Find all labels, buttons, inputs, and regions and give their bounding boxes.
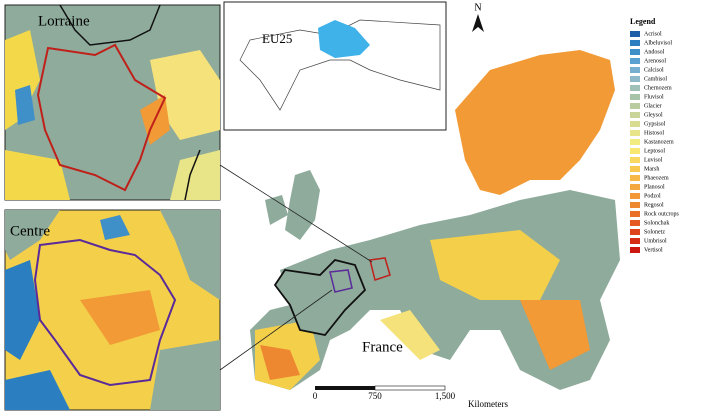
legend-label: Albeluvisol [644,40,672,46]
legend-label: Podzol [644,193,661,199]
legend-swatch [630,67,640,73]
legend-label: Arenosol [644,58,666,64]
legend-label: Cambisol [644,76,667,82]
soil-patch [5,260,40,360]
legend-swatch [630,40,640,46]
legend-label: Luvisol [644,157,663,163]
soil-patch [80,290,160,345]
legend-swatch [630,229,640,235]
legend-label: Acrisol [644,31,662,37]
soil-patch [170,150,220,200]
legend-swatch [630,121,640,127]
legend-label: Phaeozem [644,175,669,181]
scale-unit: Kilometers [468,399,508,409]
legend-swatch [630,157,640,163]
legend-label: Planosol [644,184,665,190]
legend-swatch [630,49,640,55]
soil-patch [150,340,220,410]
legend-swatch [630,175,640,181]
legend-swatch [630,94,640,100]
legend-label: Histosol [644,130,664,136]
legend-label: Rock outcrops [644,211,679,217]
north-label: N [474,2,481,13]
legend-label: Solonchak [644,220,669,226]
soil-patch [5,30,40,130]
scale-segment [374,385,446,391]
lorraine-outline [369,257,391,281]
legend-swatch [630,31,640,37]
legend-label: Andosol [644,49,665,55]
legend-label: Chernozem [644,85,672,91]
legend-swatch [630,247,640,253]
scale-segment [315,386,375,390]
eu25-area [318,20,370,58]
inset-label: Lorraine [38,13,90,29]
legend-swatch [630,238,640,244]
inset-label: Centre [10,223,50,239]
soil-patch [160,210,220,300]
france-outline [273,259,367,336]
arrow [472,14,484,32]
legend-label: Vertisol [644,247,663,253]
british-isles [285,170,320,240]
legend-label: Leptosol [644,148,665,154]
scale-tick-label: 1,500 [435,391,456,401]
soil-patch [520,300,590,370]
scale-bar: Kilometers 0 750 1,500 [313,385,508,409]
centre-outline [329,269,353,293]
soil-patch [5,370,70,410]
legend-label: Fluvisol [644,94,664,100]
legend-swatch [630,76,640,82]
leader-line [219,164,373,263]
legend: Legend Acrisol Albeluvisol Andosol Arenosol… [630,17,679,253]
europe-map: France [250,50,620,390]
legend-swatch [630,103,640,109]
soil-patch [100,215,130,240]
soil-patch [15,85,35,125]
legend-swatch [630,58,640,64]
north-arrow: N [472,2,484,32]
centre-inset: Centre [4,209,221,411]
legend-label: Glacier [644,103,662,109]
scandinavia [455,50,615,195]
legend-label: Kastanozem [644,139,674,145]
legend-title: Legend [630,17,656,26]
legend-swatch [630,130,640,136]
scale-tick-label: 750 [368,391,382,401]
region-boundary [33,238,177,387]
scale-tick-label: 0 [313,391,318,401]
ireland [265,195,288,225]
legend-swatch [630,202,640,208]
legend-label: Gypsisol [644,121,666,127]
leader-line [219,289,333,371]
soil-patch [260,345,300,380]
soil-patch [430,230,560,300]
legend-swatch [630,193,640,199]
legend-label: Calcisol [644,67,664,73]
legend-swatch [630,112,640,118]
legend-swatch [630,184,640,190]
legend-swatch [630,211,640,217]
lorraine-inset: Lorraine [4,4,221,201]
inset-label: EU25 [262,31,292,46]
world-inset: EU25 [223,1,447,131]
legend-label: Regosol [644,202,664,208]
legend-label: Marsh [644,166,659,172]
region-boundary [36,43,167,192]
legend-swatch [630,220,640,226]
legend-label: Solonetz [644,229,665,235]
soil-patch [5,210,60,260]
legend-swatch [630,139,640,145]
border-line [59,4,161,46]
soil-patch [5,150,70,200]
legend-swatch [630,85,640,91]
border-line [184,149,201,201]
italy [380,310,440,360]
legend-swatch [630,148,640,154]
legend-label: Gleysol [644,112,663,118]
map-label: France [362,339,403,355]
legend-label: Umbrisol [644,238,667,244]
legend-swatch [630,166,640,172]
